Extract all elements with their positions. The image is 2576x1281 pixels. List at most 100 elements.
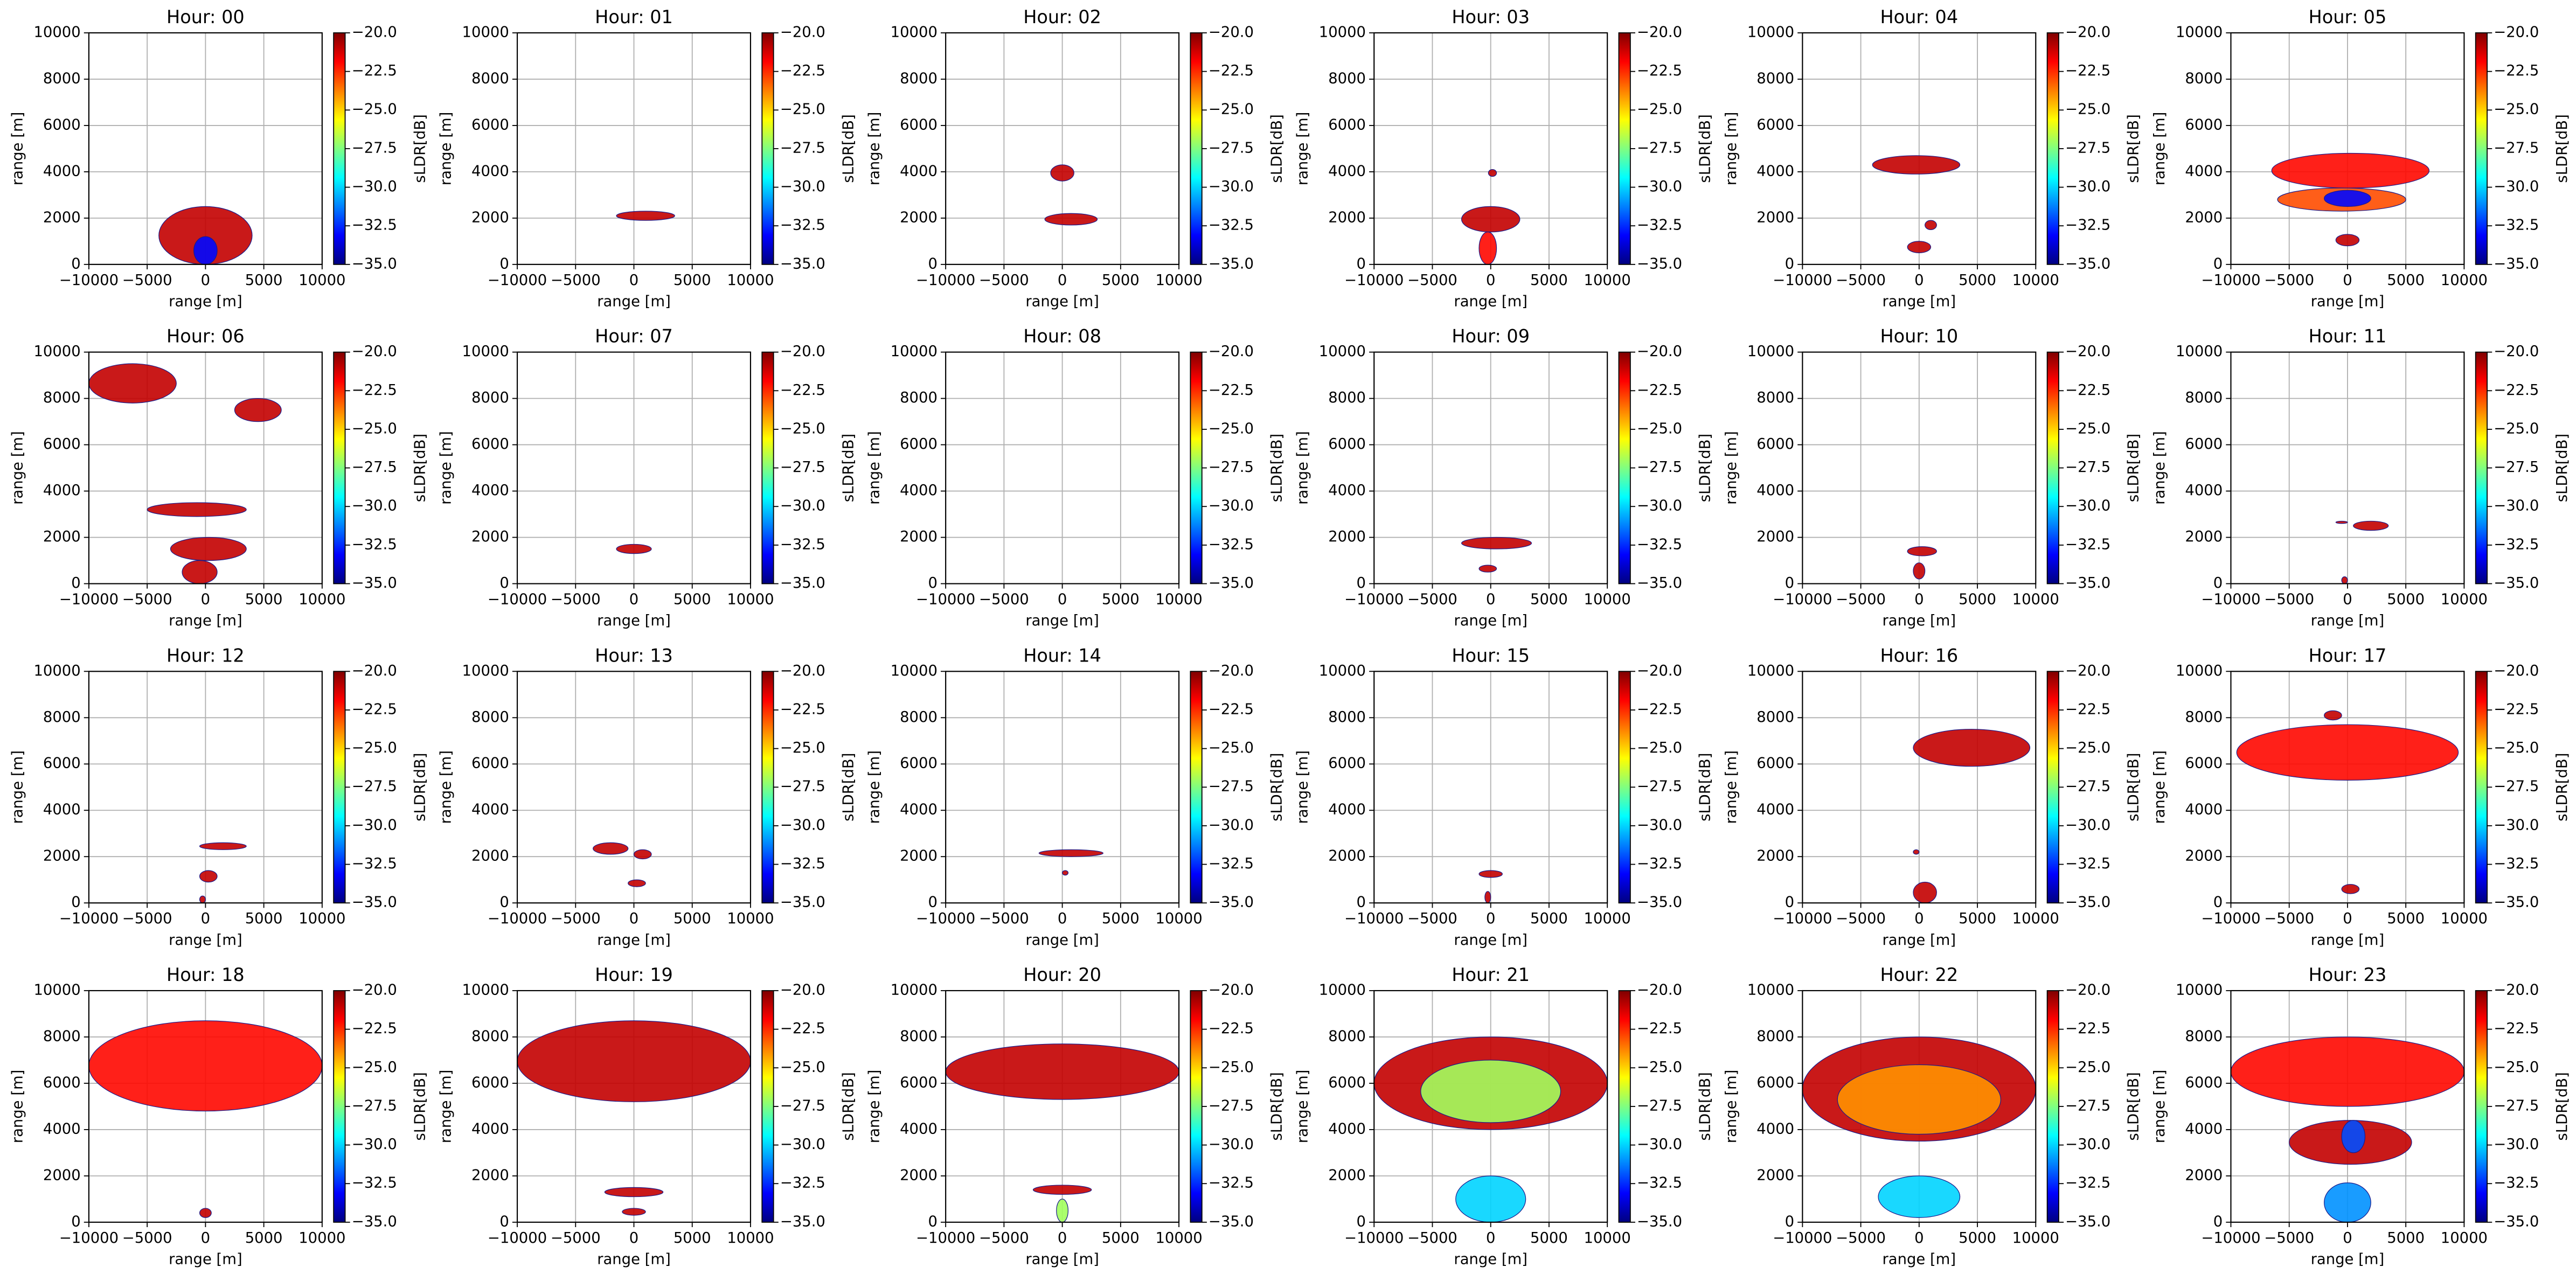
x-axis-label: range [m] [2311,293,2385,310]
x-tick-label: 10000 [1155,272,1202,289]
y-tick-label: 8000 [1328,709,1366,726]
colorbar-tick-label: −35.0 [2494,894,2539,911]
colorbar-label: sLDR[dB] [2554,114,2571,183]
echo [1913,729,2031,767]
colorbar-tick-label: −30.0 [1209,498,1254,514]
colorbar-tick-label: −35.0 [1637,575,1682,591]
colorbar-tick-label: −30.0 [780,498,825,514]
x-axis-label: range [m] [1454,293,1527,310]
colorbar-tick-label: −35.0 [352,894,397,911]
colorbar-tick-label: −25.0 [352,420,397,437]
x-tick-label: 10000 [2012,272,2059,289]
colorbar-tick-label: −30.0 [2065,498,2110,514]
echo [1478,565,1497,573]
colorbar-tick-label: −35.0 [2065,575,2110,591]
echo [628,879,646,887]
colorbar-tick-label: −35.0 [1209,1213,1254,1230]
echo [1420,1060,1561,1123]
colorbar-tick-label: −25.0 [1209,420,1254,437]
subplot: −10000 −5000 0 5000 10000 0 2000 4000 6000 8000 10… [1723,645,2142,948]
colorbar-tick-label: −27.5 [780,778,825,795]
y-tick-label: 0 [1785,894,1794,911]
y-tick-label: 10000 [1747,343,1794,360]
y-tick-label: 4000 [471,1120,509,1137]
x-tick-label: −5000 [979,272,1029,289]
x-tick-label: 5000 [245,910,283,927]
colorbar-tick-label: −35.0 [1209,575,1254,591]
y-tick-label: 2000 [2185,209,2223,226]
y-tick-label: 8000 [900,1028,938,1045]
echo [199,870,218,883]
colorbar-tick-label: −20.0 [1209,981,1254,998]
y-tick-label: 2000 [2185,528,2223,545]
axes-frame [1373,990,1608,1223]
y-tick-label: 6000 [2185,116,2223,133]
colorbar-tick-label: −27.5 [780,459,825,476]
colorbar-tick-label: −25.0 [1637,101,1682,118]
y-tick-label: 2000 [2185,1167,2223,1183]
x-axis-label: range [m] [169,1251,242,1268]
colorbar-tick-label: −22.5 [352,1020,397,1037]
subplot: −10000 −5000 0 5000 10000 0 2000 4000 6000 8000 10… [438,326,857,629]
colorbar-tick-label: −32.5 [780,855,825,872]
colorbar-tick-label: −27.5 [1637,459,1682,476]
x-tick-label: −5000 [1407,591,1457,608]
x-tick-label: 0 [1486,1230,1495,1247]
y-tick-label: 8000 [2185,389,2223,406]
axes-frame [1802,32,2037,265]
y-tick-label: 0 [2213,575,2223,591]
colorbar [2046,990,2059,1223]
echo-layer [1907,546,1937,580]
x-tick-label: 0 [1486,272,1495,289]
x-tick-label: −10000 [916,910,975,927]
subplot: −10000 −5000 0 5000 10000 0 2000 4000 6000 8000 10… [9,6,428,310]
subplot: −10000 −5000 0 5000 10000 0 2000 4000 6000 8000 10… [866,645,1286,948]
x-tick-label: 5000 [1102,1230,1140,1247]
colorbar-tick-label: −22.5 [352,701,397,718]
colorbar-tick-label: −25.0 [352,1059,397,1076]
colorbar [1190,351,1203,584]
y-tick-label: 2000 [1756,848,1794,865]
subplot: −10000 −5000 0 5000 10000 0 2000 4000 6000 8000 10… [9,645,428,948]
y-tick-label: 6000 [43,436,81,452]
x-tick-label: 10000 [727,591,774,608]
echo [182,560,218,584]
echo [88,1020,322,1112]
y-tick-label: 4000 [1756,163,1794,179]
y-tick-label: 6000 [471,116,509,133]
x-tick-label: −5000 [2264,272,2314,289]
colorbar-label: sLDR[dB] [2554,1072,2571,1140]
x-tick-label: 0 [2343,591,2352,608]
colorbar [1190,990,1203,1223]
x-tick-label: −10000 [59,910,119,927]
y-tick-label: 4000 [2185,163,2223,179]
colorbar-tick-label: −32.5 [780,1175,825,1192]
subplot: −10000 −5000 0 5000 10000 0 2000 4000 6000 8000 10… [1295,6,1714,310]
y-tick-label: 10000 [1747,981,1794,998]
x-tick-label: −5000 [1836,1230,1886,1247]
y-tick-label: 8000 [1328,70,1366,87]
echo-layer [2236,710,2459,894]
x-axis-label: range [m] [597,293,671,310]
colorbar-tick-label: −32.5 [1637,536,1682,553]
echo [2231,1036,2464,1107]
colorbar-tick-label: −32.5 [1209,855,1254,872]
y-tick-label: 10000 [1319,343,1366,360]
echo [1913,849,1920,855]
y-tick-label: 10000 [462,343,509,360]
y-tick-label: 4000 [900,802,938,818]
y-tick-label: 2000 [1328,209,1366,226]
y-tick-label: 6000 [1756,436,1794,452]
echo-layer [1478,870,1503,903]
y-axis-label: range [m] [1295,1070,1311,1144]
colorbar-tick-label: −20.0 [1637,343,1682,360]
x-tick-label: 0 [1486,910,1495,927]
colorbar-tick-label: −30.0 [1209,817,1254,833]
y-tick-label: 0 [2213,255,2223,272]
colorbar-tick-label: −35.0 [780,255,825,272]
echo [193,236,218,264]
echo [147,502,247,517]
colorbar [2475,351,2488,584]
echo [616,211,675,221]
subplot-title: Hour: 16 [1880,645,1958,666]
